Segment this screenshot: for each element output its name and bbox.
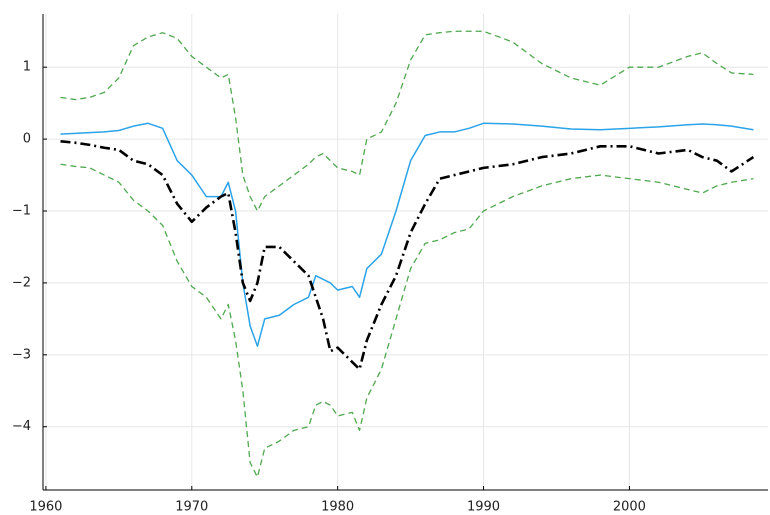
y-tick-label: −2 [12,275,31,290]
y-tick-label: 0 [23,132,31,147]
y-tick-label: −1 [12,204,31,219]
x-tick-label: 1970 [175,500,208,515]
series-line [60,139,755,371]
series-line [60,163,754,478]
series-line [60,30,754,212]
x-tick-label: 2000 [613,500,646,515]
x-tick-label: 1960 [29,500,62,515]
series-line [60,122,754,347]
x-tick-label: 1990 [467,500,500,515]
y-tick-label: −3 [12,347,31,362]
x-tick-label: 1980 [321,500,354,515]
y-tick-label: −4 [12,419,31,434]
y-tick-label: 1 [23,60,31,75]
